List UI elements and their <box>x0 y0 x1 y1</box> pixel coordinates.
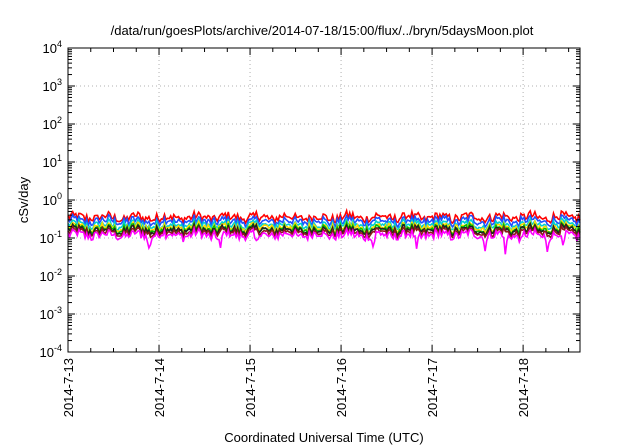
x-tick-label: 2014-7-15 <box>243 358 258 417</box>
y-tick-label: 102 <box>43 115 62 132</box>
y-tick-label: 100 <box>43 191 62 208</box>
x-tick-label: 2014-7-18 <box>516 358 531 417</box>
y-tick-label: 103 <box>43 77 62 94</box>
series-line <box>67 216 581 234</box>
series-group <box>67 207 581 255</box>
x-axis-label: Coordinated Universal Time (UTC) <box>224 430 423 445</box>
y-tick-label: 101 <box>43 153 62 170</box>
y-tick-label: 104 <box>43 39 62 56</box>
series-line <box>67 225 581 255</box>
x-axis: 2014-7-13 2014-7-14 2014-7-15 2014-7-16 2014… <box>61 48 570 417</box>
x-tick-label: 2014-7-14 <box>152 358 167 417</box>
series-line <box>67 212 581 230</box>
series-line <box>67 221 581 239</box>
y-tick-label: 10-2 <box>40 267 62 284</box>
grid-lines <box>67 48 580 352</box>
series-line <box>67 207 581 226</box>
x-tick-label: 2014-7-13 <box>61 358 76 417</box>
y-tick-label: 10-4 <box>40 343 62 360</box>
y-axis-label: cSv/day <box>16 176 31 223</box>
y-axis: 10-4 10-3 10-2 10-1 100 101 102 103 104 <box>40 39 580 360</box>
y-tick-label: 10-3 <box>40 305 62 322</box>
x-tick-label: 2014-7-17 <box>425 358 440 417</box>
x-tick-label: 2014-7-16 <box>334 358 349 417</box>
chart-title: /data/run/goesPlots/archive/2014-07-18/1… <box>111 23 534 38</box>
y-tick-label: 10-1 <box>40 229 62 246</box>
